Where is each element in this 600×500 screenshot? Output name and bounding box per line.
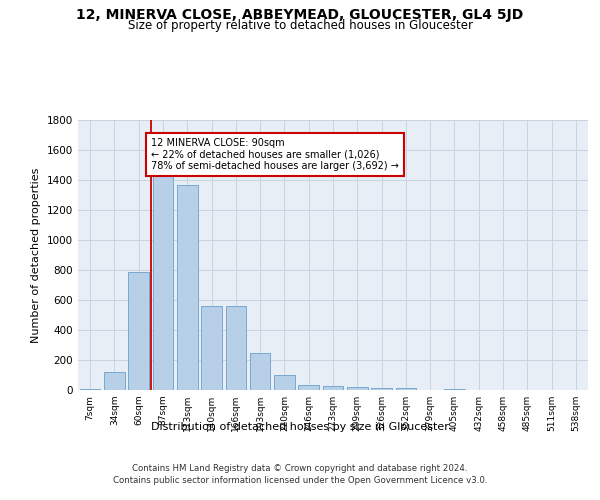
- Bar: [201, 306, 222, 390]
- Bar: [250, 353, 271, 390]
- Bar: [323, 386, 343, 390]
- Bar: [395, 388, 416, 390]
- Bar: [226, 306, 246, 390]
- Bar: [371, 388, 392, 390]
- Bar: [274, 375, 295, 390]
- Bar: [444, 388, 465, 390]
- Bar: [104, 372, 125, 390]
- Text: 12, MINERVA CLOSE, ABBEYMEAD, GLOUCESTER, GL4 5JD: 12, MINERVA CLOSE, ABBEYMEAD, GLOUCESTER…: [76, 8, 524, 22]
- Text: 12 MINERVA CLOSE: 90sqm
← 22% of detached houses are smaller (1,026)
78% of semi: 12 MINERVA CLOSE: 90sqm ← 22% of detache…: [151, 138, 399, 171]
- Text: Size of property relative to detached houses in Gloucester: Size of property relative to detached ho…: [128, 18, 473, 32]
- Y-axis label: Number of detached properties: Number of detached properties: [31, 168, 41, 342]
- Bar: [298, 385, 319, 390]
- Text: Contains public sector information licensed under the Open Government Licence v3: Contains public sector information licen…: [113, 476, 487, 485]
- Bar: [152, 170, 173, 390]
- Bar: [128, 272, 149, 390]
- Text: Contains HM Land Registry data © Crown copyright and database right 2024.: Contains HM Land Registry data © Crown c…: [132, 464, 468, 473]
- Bar: [347, 387, 368, 390]
- Text: Distribution of detached houses by size in Gloucester: Distribution of detached houses by size …: [151, 422, 449, 432]
- Bar: [177, 184, 197, 390]
- Bar: [80, 388, 100, 390]
